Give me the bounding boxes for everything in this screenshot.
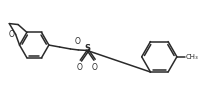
Text: S: S — [85, 44, 91, 53]
Text: CH₃: CH₃ — [186, 54, 198, 60]
Text: O: O — [92, 63, 98, 72]
Text: O: O — [76, 63, 82, 72]
Text: O: O — [74, 37, 80, 46]
Text: O: O — [8, 30, 14, 39]
